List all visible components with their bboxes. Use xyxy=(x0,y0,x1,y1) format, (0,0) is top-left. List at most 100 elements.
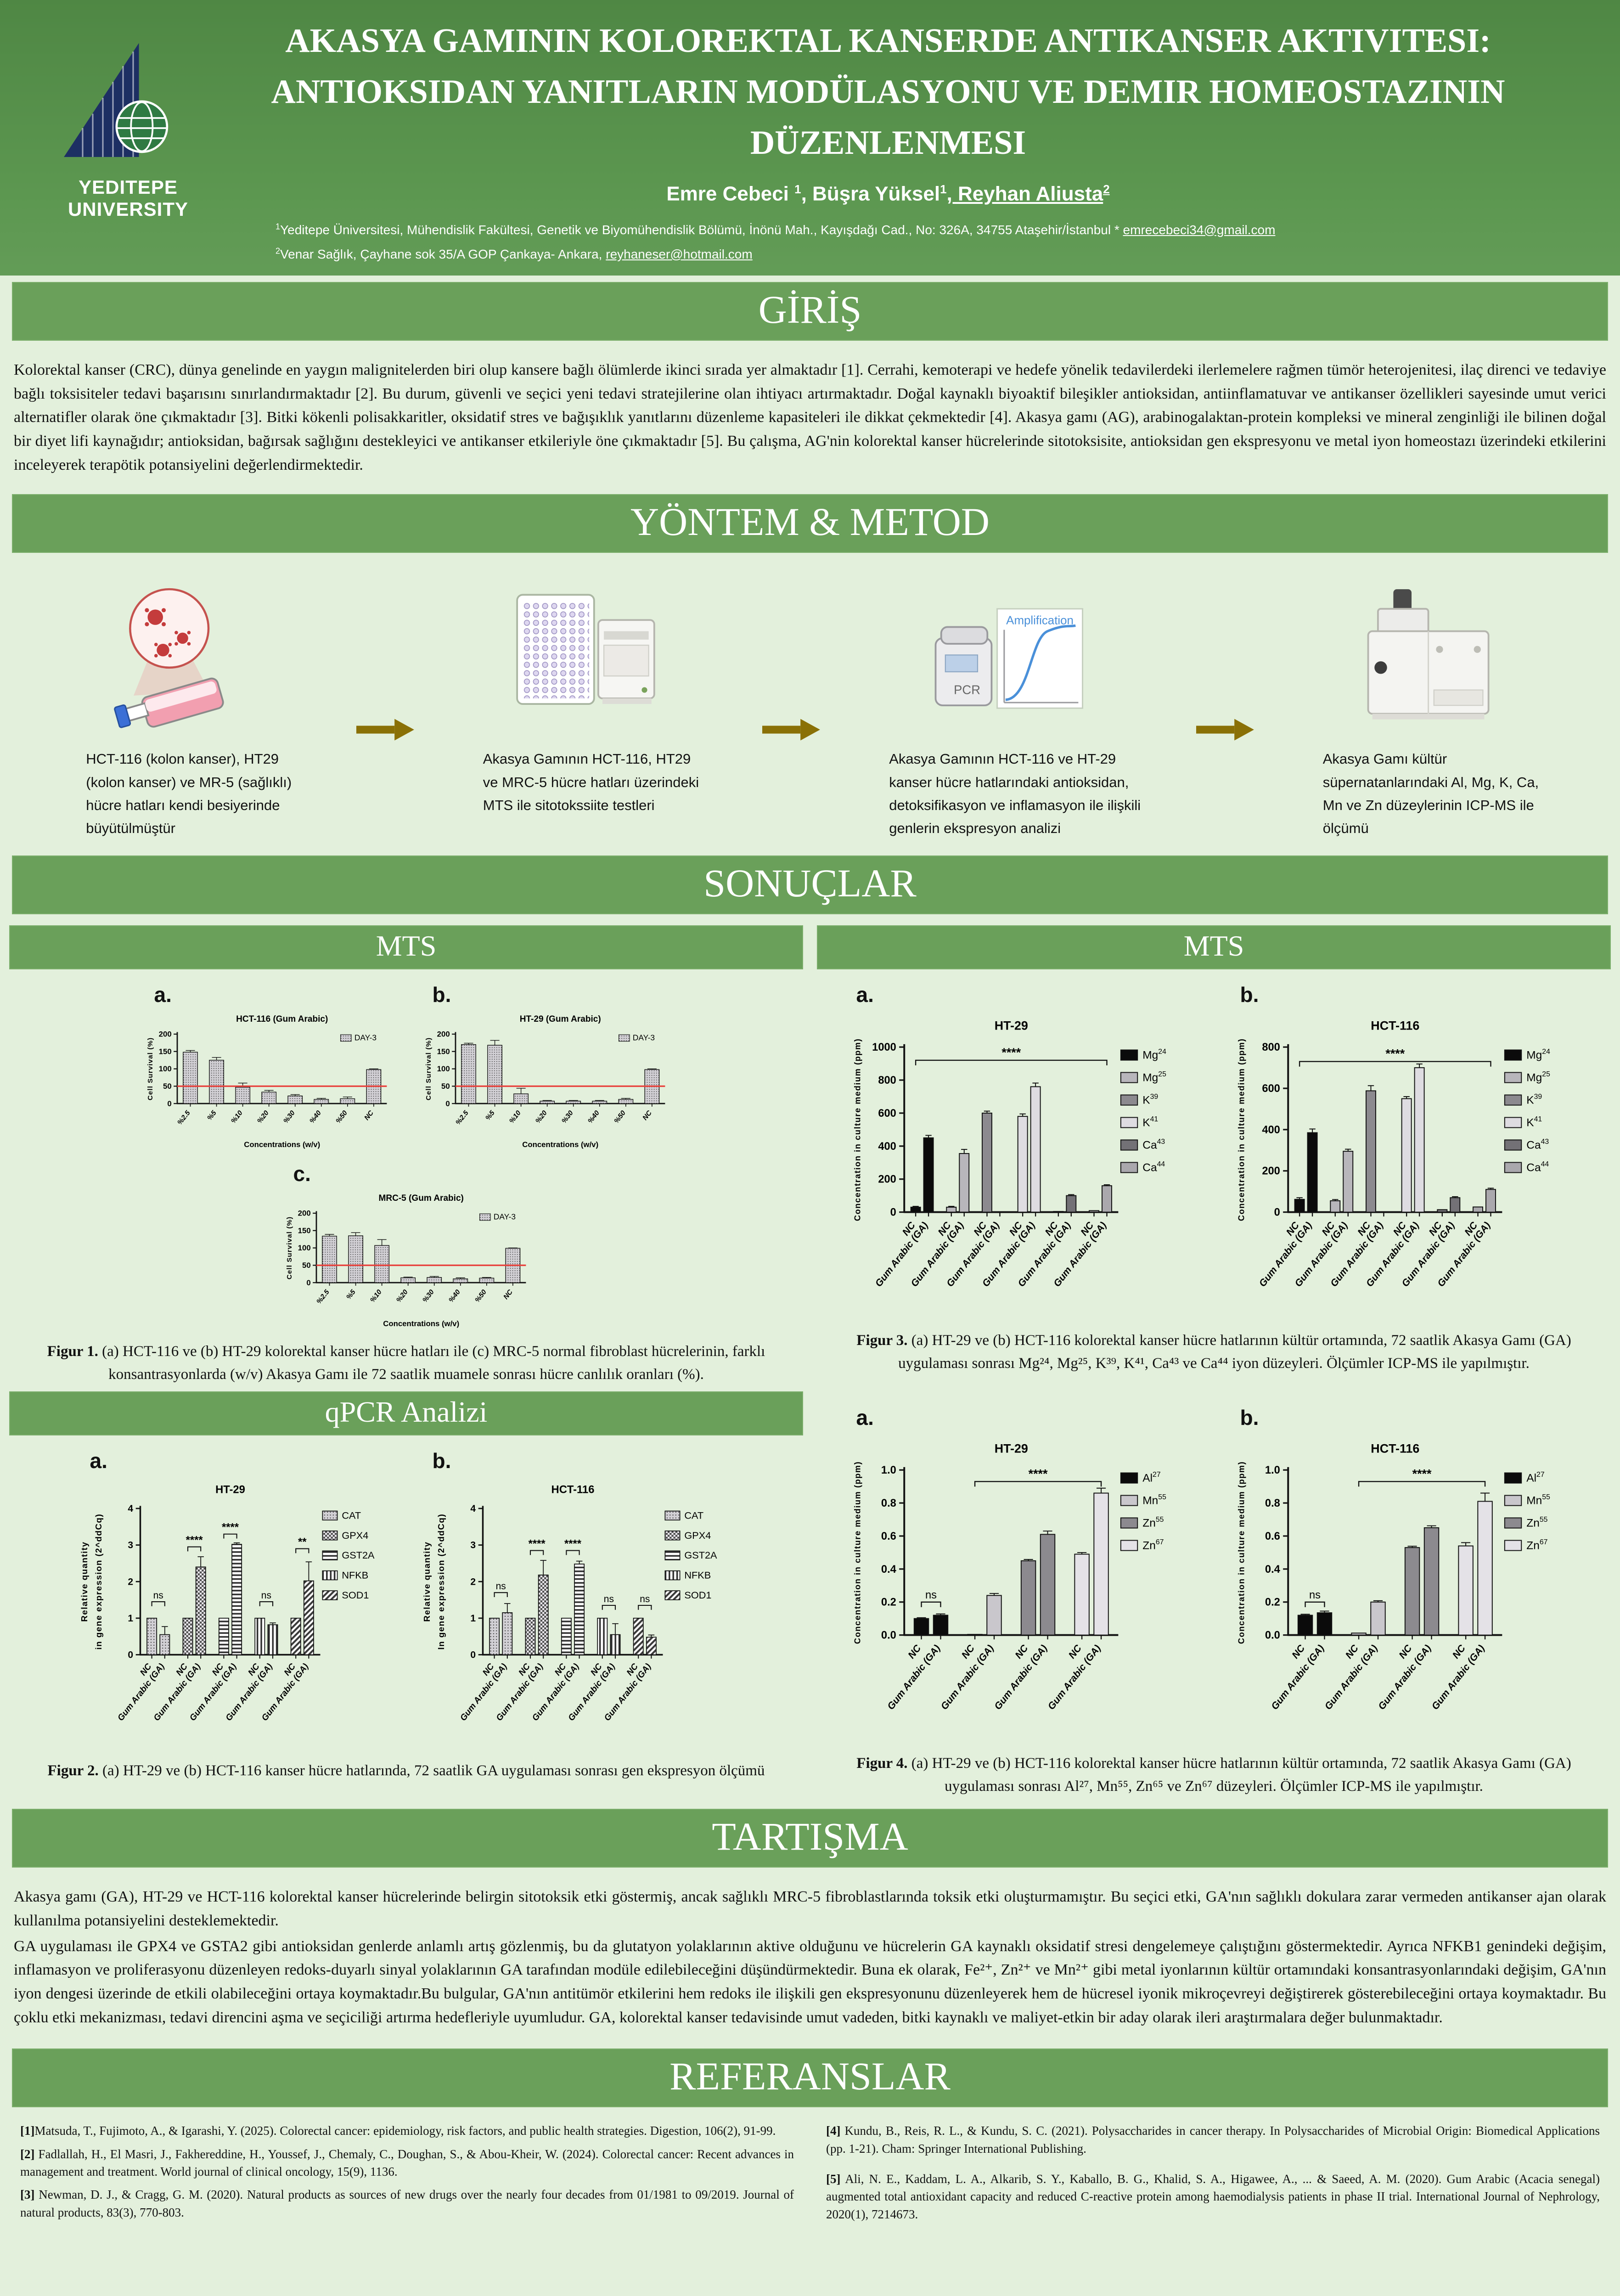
svg-text:Cell Survival (%): Cell Survival (%) xyxy=(146,1037,154,1100)
svg-text:CAT: CAT xyxy=(342,1510,361,1521)
svg-text:****: **** xyxy=(1028,1467,1047,1481)
svg-text:200: 200 xyxy=(298,1209,310,1218)
method-step-3-caption: Akasya Gamının HCT-116 ve HT-29 kanser h… xyxy=(889,751,1141,837)
panel-label-a: a. xyxy=(90,1449,107,1473)
tartisma-paragraphs: Akasya gamı (GA), HT-29 ve HCT-116 kolor… xyxy=(14,1885,1606,2031)
results-left-column: MTS a. 0 50 100 150 200 Cell Survival (%) HCT-… xyxy=(6,923,807,1785)
svg-text:%2.5: %2.5 xyxy=(315,1288,331,1306)
bar-chart-icp-metals-hct116: 0.0 0.2 0.4 0.6 0.8 1.0 Concentration in cultu… xyxy=(1237,1442,1550,1712)
svg-text:HT-29: HT-29 xyxy=(994,1019,1028,1033)
references: [1]Matsuda, T., Fujimoto, A., & Igarashi… xyxy=(0,2114,1620,2237)
svg-text:%50: %50 xyxy=(334,1109,349,1125)
svg-text:HCT-116: HCT-116 xyxy=(1371,1019,1419,1033)
poster-header: YEDITEPE UNIVERSITY AKASYA GAMININ KOLOR… xyxy=(0,0,1620,276)
svg-text:In gene expression (2^ddCq): In gene expression (2^ddCq) xyxy=(436,1514,446,1650)
svg-text:1.0: 1.0 xyxy=(1265,1464,1280,1476)
reference-5: [5] Ali, N. E., Kaddam, L. A., Alkarib, … xyxy=(826,2172,1600,2221)
svg-text:HT-29 (Gum Arabic): HT-29 (Gum Arabic) xyxy=(519,1014,601,1024)
figure-1-caption: Figur 1. (a) HCT-116 ve (b) HT-29 kolore… xyxy=(47,1343,765,1383)
svg-text:100: 100 xyxy=(158,1064,171,1073)
svg-text:NC: NC xyxy=(641,1109,654,1122)
svg-text:****: **** xyxy=(1001,1046,1021,1059)
svg-text:0: 0 xyxy=(128,1650,133,1660)
author-1-sup: 1 xyxy=(794,182,801,196)
university-logo: YEDITEPE UNIVERSITY xyxy=(20,22,236,220)
svg-text:****: **** xyxy=(221,1521,239,1534)
results-right-column: MTS a. 0 200 400 600 800 1000 Concentration in… xyxy=(813,923,1614,1801)
svg-text:NC: NC xyxy=(1343,1643,1361,1661)
svg-text:3: 3 xyxy=(128,1540,133,1551)
svg-text:****: **** xyxy=(564,1538,581,1550)
panel-label-b: b. xyxy=(432,1449,451,1473)
svg-text:**: ** xyxy=(298,1536,307,1548)
fig1-row-c: c. 0 50 100 150 200 Cell Survival (%) MRC-5 (G… xyxy=(6,1161,807,1330)
svg-text:0.0: 0.0 xyxy=(1265,1630,1280,1642)
amplification-label: Amplification xyxy=(1006,614,1074,627)
svg-text:ns: ns xyxy=(925,1589,936,1601)
svg-text:50: 50 xyxy=(163,1082,172,1091)
panel-label-c: c. xyxy=(293,1162,311,1186)
svg-text:%2.5: %2.5 xyxy=(176,1109,192,1126)
svg-text:DAY-3: DAY-3 xyxy=(354,1033,376,1042)
method-step-4: Akasya Gamı kültür süpernatanlarındaki A… xyxy=(1305,580,1552,840)
svg-text:NC: NC xyxy=(1066,1643,1084,1661)
svg-text:800: 800 xyxy=(1262,1041,1280,1053)
svg-text:0: 0 xyxy=(470,1650,476,1660)
svg-text:1000: 1000 xyxy=(872,1041,896,1053)
bar-chart-qpcr-hct116: 0 1 2 3 4 Relative quantity In gene expression… xyxy=(422,1484,717,1723)
svg-text:0: 0 xyxy=(445,1099,450,1108)
svg-text:ns: ns xyxy=(603,1594,613,1604)
flow-arrow-icon xyxy=(356,715,416,747)
svg-text:100: 100 xyxy=(298,1244,310,1252)
subsection-title-mts-left: MTS xyxy=(9,925,803,970)
fig4-row: a. 0.0 0.2 0.4 0.6 0.8 1.0 Concentration in cu… xyxy=(813,1405,1614,1742)
svg-text:ns: ns xyxy=(1309,1589,1320,1601)
svg-text:K39: K39 xyxy=(1142,1093,1158,1106)
svg-text:NC: NC xyxy=(1450,1643,1468,1661)
svg-text:150: 150 xyxy=(298,1227,310,1235)
svg-text:Al27: Al27 xyxy=(1526,1471,1544,1484)
svg-text:Ca44: Ca44 xyxy=(1142,1160,1165,1174)
svg-text:1.0: 1.0 xyxy=(881,1464,896,1476)
reference-1: [1]Matsuda, T., Fujimoto, A., & Igarashi… xyxy=(20,2124,776,2138)
svg-text:100: 100 xyxy=(437,1064,450,1073)
svg-text:Concentration in culture mediu: Concentration in culture medium (ppm) xyxy=(1237,1461,1246,1644)
svg-text:GPX4: GPX4 xyxy=(684,1530,711,1541)
svg-text:Ca43: Ca43 xyxy=(1142,1138,1165,1151)
svg-text:NC: NC xyxy=(1012,1643,1030,1661)
references-right: [4] Kundu, B., Reis, R. L., & Kundu, S. … xyxy=(826,2122,1600,2228)
svg-text:ns: ns xyxy=(153,1590,163,1601)
svg-text:0.2: 0.2 xyxy=(1265,1597,1280,1609)
svg-text:DAY-3: DAY-3 xyxy=(632,1033,654,1042)
svg-text:50: 50 xyxy=(302,1261,311,1270)
email-link-2[interactable]: reyhaneser@hotmail.com xyxy=(606,247,753,261)
section-title-tartisma: TARTIŞMA xyxy=(12,1809,1608,1868)
svg-text:%20: %20 xyxy=(394,1288,409,1304)
svg-text:GST2A: GST2A xyxy=(342,1549,375,1561)
svg-text:Ca44: Ca44 xyxy=(1526,1160,1549,1174)
author-2-sup: 1 xyxy=(940,182,947,196)
fig3-row: a. 0 200 400 600 800 1000 Concentration in cul… xyxy=(813,982,1614,1319)
svg-text:200: 200 xyxy=(878,1174,896,1186)
svg-text:400: 400 xyxy=(1262,1124,1280,1136)
svg-text:%40: %40 xyxy=(447,1288,461,1304)
chart-fig2b: b. 0 1 2 3 4 Relative quantity In gene express… xyxy=(417,1448,738,1750)
flow-arrow-icon xyxy=(1196,715,1255,747)
svg-text:Ca43: Ca43 xyxy=(1526,1138,1549,1151)
svg-text:%30: %30 xyxy=(421,1288,435,1304)
svg-text:SOD1: SOD1 xyxy=(684,1589,711,1601)
svg-text:****: **** xyxy=(186,1534,203,1547)
svg-text:Zn55: Zn55 xyxy=(1142,1516,1164,1529)
flow-arrow-icon xyxy=(762,715,821,747)
svg-text:Mg24: Mg24 xyxy=(1526,1048,1550,1061)
email-link-1[interactable]: emrecebeci34@gmail.com xyxy=(1123,222,1276,237)
method-step-2: Akasya Gamının HCT-116, HT29 ve MRC-5 hü… xyxy=(465,580,713,817)
panel-label-b: b. xyxy=(1240,983,1259,1007)
svg-text:Concentration in culture mediu: Concentration in culture medium (ppm) xyxy=(853,1038,862,1221)
svg-text:2: 2 xyxy=(128,1576,133,1587)
svg-text:Concentrations (w/v): Concentrations (w/v) xyxy=(244,1140,320,1149)
svg-text:Concentration in culture mediu: Concentration in culture medium (ppm) xyxy=(1237,1038,1246,1221)
affiliation-1: 1Yeditepe Üniversitesi, Mühendislik Fakü… xyxy=(276,222,1276,237)
svg-text:****: **** xyxy=(1412,1467,1431,1481)
